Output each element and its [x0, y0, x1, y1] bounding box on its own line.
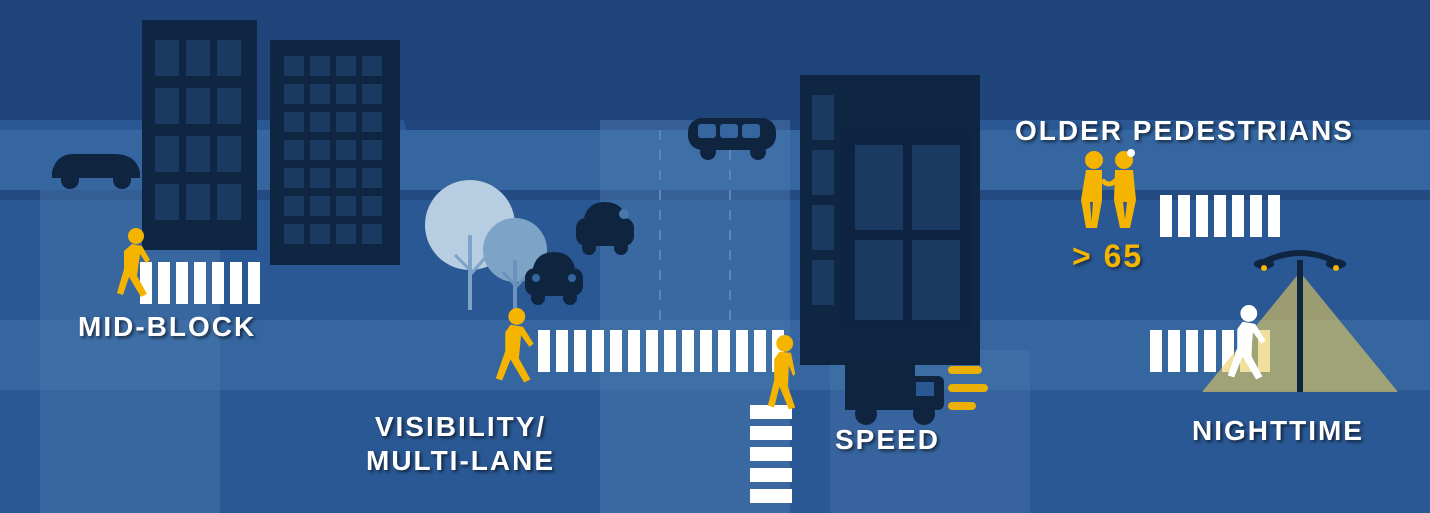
- label-midblock: MID-BLOCK: [78, 310, 256, 344]
- label-visibility: VISIBILITY/ MULTI-LANE: [366, 410, 555, 477]
- building-1: [142, 20, 257, 250]
- infographic-scene: MID-BLOCK VISIBILITY/ MULTI-LANE SPEED O…: [0, 0, 1430, 513]
- crosswalk-midblock: [140, 262, 260, 304]
- crosswalk-older: [1160, 195, 1280, 237]
- label-speed: SPEED: [835, 423, 940, 457]
- building-3: [800, 75, 980, 365]
- label-age: > 65: [1072, 238, 1143, 275]
- label-nighttime: NIGHTTIME: [1192, 414, 1364, 448]
- label-older: OLDER PEDESTRIANS: [1015, 114, 1354, 148]
- building-2: [270, 40, 400, 265]
